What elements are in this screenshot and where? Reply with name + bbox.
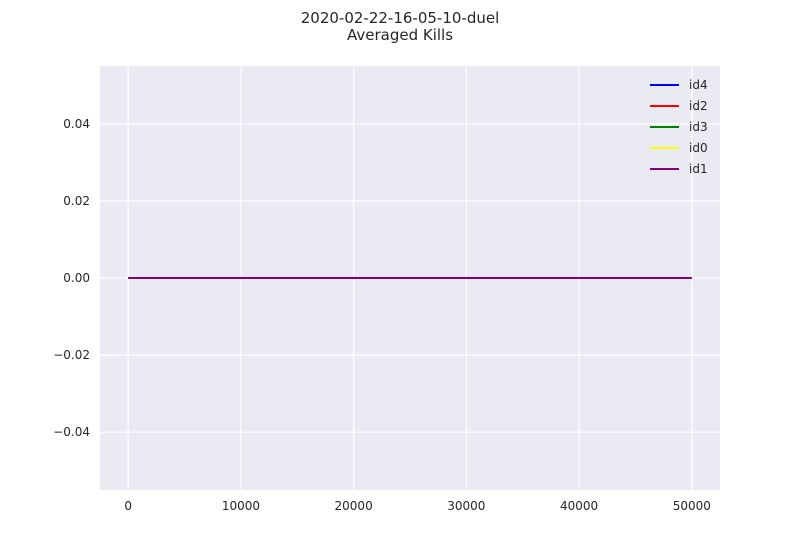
chart-subtitle: Averaged Kills [347,26,453,44]
legend-label-id2: id2 [689,99,708,113]
y-tick-label: −0.04 [53,425,90,439]
x-tick-label: 10000 [222,499,260,513]
x-tick-label: 20000 [335,499,373,513]
y-axis-ticks: −0.04 −0.02 0.00 0.02 0.04 [53,117,90,439]
y-tick-label: −0.02 [53,348,90,362]
legend-label-id4: id4 [689,78,708,92]
x-tick-label: 0 [124,499,132,513]
chart-legend: id4 id2 id3 id0 id1 [650,78,708,176]
x-tick-label: 30000 [447,499,485,513]
y-tick-label: 0.00 [63,271,90,285]
x-tick-label: 40000 [560,499,598,513]
y-tick-label: 0.02 [63,194,90,208]
legend-label-id1: id1 [689,162,708,176]
legend-label-id3: id3 [689,120,708,134]
chart-title: 2020-02-22-16-05-10-duel [301,9,500,27]
legend-label-id0: id0 [689,141,708,155]
x-tick-label: 50000 [673,499,711,513]
x-axis-ticks: 0 10000 20000 30000 40000 50000 [124,499,711,513]
y-tick-label: 0.04 [63,117,90,131]
